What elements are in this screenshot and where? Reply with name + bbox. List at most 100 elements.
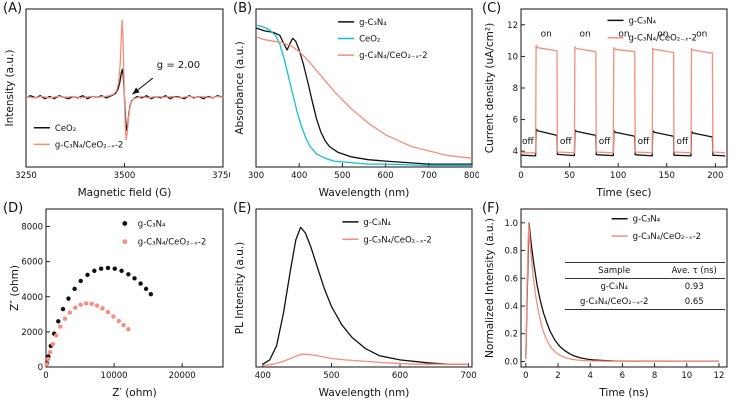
svg-text:on: on (696, 30, 707, 40)
svg-text:12: 12 (507, 21, 518, 31)
svg-text:6: 6 (513, 116, 518, 126)
lifetime-table-row-composite: g-C₃N₄/CeO₂₋ₓ-2 0.65 (565, 294, 725, 310)
svg-text:on: on (657, 30, 668, 40)
table-cell-sample: g-C₃N₄/CeO₂₋ₓ-2 (580, 296, 649, 307)
svg-text:Time (ns): Time (ns) (598, 387, 648, 399)
svg-text:400: 400 (291, 171, 307, 181)
svg-text:off: off (522, 137, 535, 147)
svg-text:g-C₃N₄: g-C₃N₄ (138, 219, 166, 229)
svg-text:20000: 20000 (169, 371, 196, 381)
svg-text:0: 0 (518, 171, 523, 181)
svg-text:3500: 3500 (114, 171, 136, 181)
svg-text:g-C₃N₄: g-C₃N₄ (629, 16, 657, 26)
svg-text:10: 10 (507, 52, 518, 62)
svg-text:0.4: 0.4 (504, 302, 518, 312)
panel-label-c: (C) (482, 1, 502, 16)
svg-text:on: on (580, 30, 591, 40)
svg-text:g-C₃N₄: g-C₃N₄ (633, 215, 661, 225)
svg-text:600: 600 (377, 171, 393, 181)
svg-text:700: 700 (421, 171, 437, 181)
epr-chart: 3250 3500 3750 Magnetic field (G) Intensity … (4, 8, 230, 199)
svg-text:Magnetic field (G): Magnetic field (G) (78, 187, 172, 199)
svg-text:off: off (599, 137, 612, 147)
svg-text:4: 4 (513, 147, 518, 157)
svg-text:g-C₃N₄/CeO₂₋ₓ-2: g-C₃N₄/CeO₂₋ₓ-2 (55, 140, 123, 150)
svg-text:g-C₃N₄/CeO₂₋ₓ-2: g-C₃N₄/CeO₂₋ₓ-2 (359, 51, 427, 61)
svg-text:CeO₂: CeO₂ (359, 34, 380, 44)
svg-text:off: off (560, 137, 573, 147)
panel-label-d: (D) (3, 201, 24, 216)
svg-text:6000: 6000 (21, 258, 43, 268)
table-cell-tau: 0.65 (684, 296, 704, 307)
svg-text:0: 0 (43, 371, 48, 381)
svg-text:0.8: 0.8 (504, 247, 518, 257)
svg-text:g-C₃N₄/CeO₂₋ₓ-2: g-C₃N₄/CeO₂₋ₓ-2 (629, 34, 697, 44)
svg-text:Time (sec): Time (sec) (596, 187, 652, 199)
svg-text:g-C₃N₄/CeO₂₋ₓ-2: g-C₃N₄/CeO₂₋ₓ-2 (138, 238, 206, 248)
panel-label-f: (F) (482, 201, 500, 216)
svg-text:8: 8 (652, 371, 657, 381)
svg-text:600: 600 (392, 371, 408, 381)
svg-text:Z″ (ohm): Z″ (ohm) (9, 265, 21, 311)
svg-text:CeO₂: CeO₂ (55, 124, 76, 134)
panel-label-e: (E) (233, 201, 252, 216)
svg-text:8: 8 (513, 84, 518, 94)
panel-f: (F) 0 2 4 6 8 10 12 0.0 0.2 0.4 0.6 0.8 1.0 Time (ns)… (479, 200, 734, 400)
panel-b: (B) 300 400 500 600 700 800 Wavelength (nm) Abs… (230, 0, 479, 200)
trpl-decay-chart: 0 2 4 6 8 10 12 0.0 0.2 0.4 0.6 0.8 1.0 Time (ns) Norm… (484, 208, 728, 399)
table-cell-sample: g-C₃N₄ (600, 281, 629, 292)
svg-text:Intensity (a.u.): Intensity (a.u.) (4, 50, 16, 127)
svg-text:g-C₃N₄: g-C₃N₄ (359, 18, 387, 28)
svg-text:1.0: 1.0 (504, 219, 518, 229)
svg-text:150: 150 (659, 171, 675, 181)
svg-text:12: 12 (714, 371, 725, 381)
svg-text:2: 2 (555, 371, 560, 381)
svg-text:3750: 3750 (212, 171, 230, 181)
svg-text:8000: 8000 (21, 223, 43, 233)
svg-text:500: 500 (334, 171, 350, 181)
svg-text:Normalized Intensity (a.u.): Normalized Intensity (a.u.) (484, 218, 496, 358)
svg-text:g-C₃N₄/CeO₂₋ₓ-2: g-C₃N₄/CeO₂₋ₓ-2 (363, 235, 431, 245)
svg-text:10: 10 (681, 371, 692, 381)
svg-text:800: 800 (464, 171, 479, 181)
svg-text:off: off (676, 137, 689, 147)
svg-text:100: 100 (610, 171, 626, 181)
svg-text:g-C₃N₄: g-C₃N₄ (363, 218, 391, 228)
svg-text:Wavelength (nm): Wavelength (nm) (319, 187, 410, 199)
svg-text:Z′ (ohm): Z′ (ohm) (112, 387, 156, 399)
svg-text:g = 2.00: g = 2.00 (157, 60, 200, 71)
panel-label-b: (B) (233, 1, 253, 16)
table-header-sample: Sample (598, 265, 631, 276)
lifetime-table: Sample Ave. τ (ns) g-C₃N₄ 0.93 g-C₃N₄/Ce… (565, 262, 725, 310)
svg-text:3250: 3250 (15, 171, 37, 181)
lifetime-table-header-row: Sample Ave. τ (ns) (565, 262, 725, 279)
svg-text:0.0: 0.0 (504, 357, 518, 367)
lifetime-table-row-gc3n4: g-C₃N₄ 0.93 (565, 279, 725, 294)
svg-text:4000: 4000 (21, 293, 43, 303)
svg-text:0: 0 (523, 371, 528, 381)
svg-text:on: on (618, 30, 629, 40)
table-header-tau: Ave. τ (ns) (671, 265, 717, 276)
svg-text:off: off (638, 137, 651, 147)
pl-spectra-chart: 400 500 600 700 Wavelength (nm) PL Intensity … (234, 208, 477, 399)
svg-text:10000: 10000 (101, 371, 128, 381)
svg-text:500: 500 (323, 371, 339, 381)
svg-text:0.2: 0.2 (504, 330, 518, 340)
svg-text:400: 400 (255, 371, 271, 381)
panel-e: (E) 400 500 600 700 Wavelength (nm) PL Intens… (230, 200, 479, 400)
svg-text:g-C₃N₄/CeO₂₋ₓ-2: g-C₃N₄/CeO₂₋ₓ-2 (633, 232, 701, 242)
svg-text:Absorbance (a.u.): Absorbance (a.u.) (234, 41, 246, 134)
svg-text:200: 200 (707, 171, 723, 181)
eis-nyquist-chart: 0 10000 20000 0 2000 4000 6000 8000 Z′ (ohm) Z″ (… (9, 208, 224, 399)
panel-d: (D) 0 10000 20000 0 2000 4000 6000 8000 Z′ (ohm)… (0, 200, 230, 400)
panel-label-a: (A) (3, 1, 23, 16)
panel-a: (A) 3250 3500 3750 Magnetic field (G) Intens… (0, 0, 230, 200)
table-cell-tau: 0.93 (684, 281, 704, 292)
svg-text:0: 0 (38, 363, 43, 373)
svg-text:on: on (541, 30, 552, 40)
svg-text:4: 4 (587, 371, 592, 381)
svg-text:0.6: 0.6 (504, 274, 518, 284)
svg-text:50: 50 (564, 171, 575, 181)
svg-text:Wavelength (nm): Wavelength (nm) (319, 387, 410, 399)
